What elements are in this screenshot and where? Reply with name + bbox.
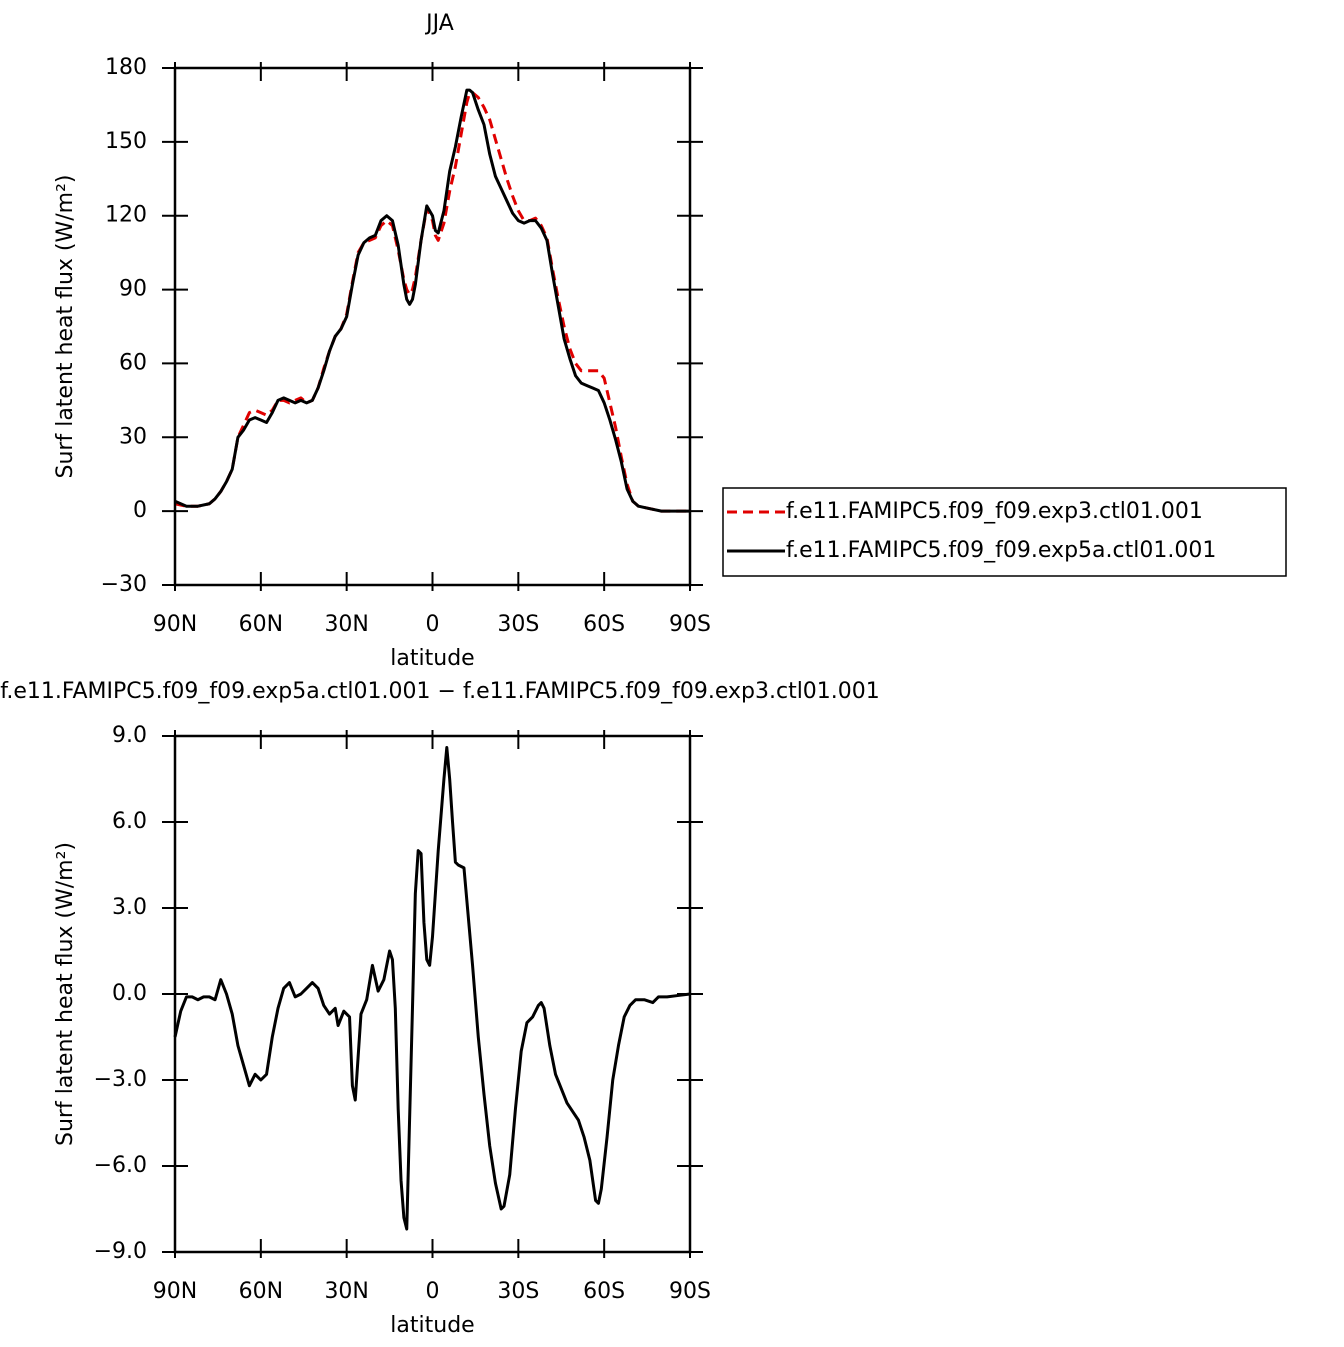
legend-label: f.e11.FAMIPC5.f09_f09.exp3.ctl01.001: [786, 499, 1203, 524]
x-tick-label: 30N: [324, 1279, 368, 1304]
y-axis-label: Surf latent heat flux (W/m²): [53, 842, 78, 1146]
x-tick-label: 30N: [324, 612, 368, 637]
y-tick-label: 30: [119, 424, 147, 449]
y-tick-label: 150: [105, 129, 147, 154]
y-tick-label: 9.0: [112, 723, 147, 748]
chart-title: JJA: [424, 11, 454, 36]
data-line: [173, 745, 691, 1231]
y-tick-label: 60: [119, 350, 147, 375]
x-tick-label: 0: [426, 612, 440, 637]
y-tick-label: 90: [119, 277, 147, 302]
x-tick-label: 60S: [583, 1279, 625, 1304]
data-line: [174, 88, 690, 513]
x-tick-label: 30S: [497, 612, 539, 637]
y-tick-label: −9.0: [94, 1239, 147, 1264]
legend-label: f.e11.FAMIPC5.f09_f09.exp5a.ctl01.001: [786, 538, 1216, 563]
plot-frame: [173, 66, 692, 587]
x-tick-label: 90N: [153, 1279, 197, 1304]
y-tick-label: 0.0: [112, 981, 147, 1006]
y-tick-label: −3.0: [94, 1067, 147, 1092]
x-tick-label: 30S: [497, 1279, 539, 1304]
x-axis-label: latitude: [390, 1313, 474, 1338]
y-tick-label: −30: [101, 572, 147, 597]
legend-box: [722, 487, 1287, 577]
y-tick-label: 180: [105, 55, 147, 80]
plot-frame: [173, 734, 692, 1254]
x-tick-label: 90S: [669, 612, 711, 637]
x-tick-label: 90N: [153, 612, 197, 637]
y-tick-label: 0: [133, 498, 147, 523]
x-tick-label: 90S: [669, 1279, 711, 1304]
x-tick-label: 60S: [583, 612, 625, 637]
y-tick-label: −6.0: [94, 1153, 147, 1178]
y-tick-label: 3.0: [112, 895, 147, 920]
x-tick-label: 60N: [239, 612, 283, 637]
x-axis-label: latitude: [390, 646, 474, 671]
x-tick-label: 60N: [239, 1279, 283, 1304]
y-tick-label: 6.0: [112, 809, 147, 834]
y-axis-label: Surf latent heat flux (W/m²): [53, 175, 78, 479]
x-tick-label: 0: [426, 1279, 440, 1304]
y-tick-label: 120: [105, 203, 147, 228]
chart-title: f.e11.FAMIPC5.f09_f09.exp5a.ctl01.001 − …: [0, 679, 880, 704]
data-line: [174, 91, 690, 513]
